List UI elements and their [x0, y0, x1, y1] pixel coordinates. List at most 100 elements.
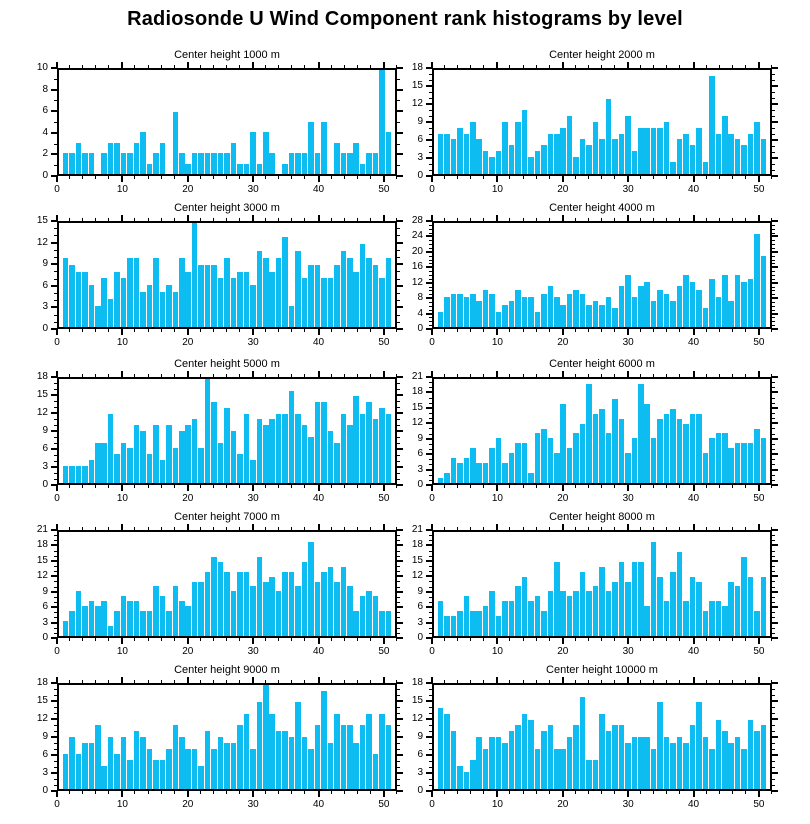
tick-mark — [252, 791, 255, 797]
y-tick-label: 18 — [36, 371, 48, 382]
tick-mark — [679, 218, 681, 221]
tick-mark — [614, 485, 616, 488]
tick-mark — [51, 718, 57, 721]
x-tick-label: 50 — [378, 337, 390, 348]
tick-mark — [291, 485, 293, 488]
histogram-bar — [250, 459, 256, 483]
tick-mark — [51, 754, 57, 757]
tick-mark — [369, 329, 371, 332]
tick-mark — [226, 680, 227, 683]
histogram-bar — [644, 606, 650, 636]
plot-area — [57, 530, 397, 638]
tick-mark — [265, 218, 267, 221]
tick-mark — [397, 718, 403, 721]
histogram-bar — [75, 465, 82, 483]
tick-mark — [731, 638, 733, 641]
histogram-bar — [101, 765, 107, 789]
tick-mark — [330, 638, 332, 641]
histogram-bar — [463, 596, 470, 636]
tick-mark — [772, 224, 775, 226]
y-tick-label: 6 — [42, 443, 48, 455]
histogram-bar — [327, 742, 334, 789]
tick-mark — [397, 430, 403, 432]
y-tick-label: 0 — [42, 170, 48, 181]
tick-mark — [54, 550, 57, 552]
tick-mark — [457, 374, 459, 377]
tick-mark — [82, 374, 84, 377]
tick-mark — [772, 240, 775, 242]
tick-mark — [212, 65, 214, 68]
tick-mark — [330, 527, 332, 530]
tick-mark — [431, 524, 433, 530]
tick-mark — [705, 329, 707, 332]
tick-mark — [771, 329, 772, 332]
tick-mark — [429, 428, 432, 430]
tick-mark — [51, 544, 57, 547]
tick-mark — [186, 791, 189, 797]
histogram-bar — [521, 576, 528, 636]
histogram-bar — [379, 278, 385, 327]
x-tick-label: 20 — [182, 493, 194, 504]
tick-mark — [278, 176, 280, 179]
tick-mark — [666, 527, 668, 530]
tick-mark — [173, 485, 175, 488]
tick-mark — [382, 677, 385, 683]
histogram-bar — [204, 153, 211, 174]
histogram-bar — [301, 425, 308, 483]
tick-mark — [51, 153, 57, 156]
tick-mark — [212, 638, 214, 641]
tick-mark — [429, 80, 432, 82]
tick-mark — [397, 257, 400, 259]
y-tick-label: 12 — [411, 713, 423, 725]
histogram-bar — [586, 304, 592, 327]
tick-mark — [561, 176, 564, 182]
tick-mark — [772, 309, 775, 311]
tick-mark — [772, 555, 775, 557]
tick-mark — [429, 278, 432, 280]
tick-mark — [718, 65, 720, 68]
histogram-bar — [515, 725, 521, 789]
histogram-bar — [592, 301, 599, 327]
tick-mark — [397, 328, 403, 330]
histogram-bar — [107, 413, 114, 483]
histogram-bar — [469, 448, 476, 483]
tick-mark — [51, 637, 57, 639]
tick-mark — [640, 527, 642, 530]
histogram-bar — [734, 139, 741, 174]
tick-mark — [56, 638, 58, 644]
tick-mark — [343, 218, 345, 221]
tick-mark — [396, 218, 397, 221]
x-tick-label: 0 — [429, 799, 435, 810]
histogram-bar — [457, 611, 463, 636]
tick-mark — [304, 485, 306, 488]
figure-title: Radiosonde U Wind Component rank histogr… — [127, 8, 683, 30]
histogram-bar — [754, 731, 760, 789]
tick-mark — [82, 527, 84, 530]
tick-mark — [396, 374, 397, 377]
tick-mark — [121, 524, 124, 530]
tick-mark — [429, 325, 432, 327]
tick-mark — [757, 638, 760, 644]
tick-mark — [54, 612, 57, 614]
tick-mark — [772, 305, 775, 307]
histogram-bar — [444, 133, 450, 174]
x-tick-label: 30 — [622, 646, 634, 657]
histogram-bar — [185, 606, 191, 636]
tick-mark — [429, 581, 432, 583]
histogram-bar — [670, 301, 676, 327]
tick-mark — [54, 555, 57, 557]
tick-mark — [108, 176, 110, 179]
histogram-bar — [631, 297, 638, 327]
tick-mark — [772, 255, 775, 257]
tick-mark — [429, 164, 432, 166]
chart-title: Center height 10000 m — [546, 664, 658, 676]
tick-mark — [69, 65, 71, 68]
histogram-bar — [469, 122, 476, 174]
histogram-bar — [450, 458, 457, 483]
histogram-bar — [172, 111, 179, 174]
tick-mark — [369, 638, 371, 641]
tick-mark — [54, 401, 57, 402]
tick-mark — [705, 527, 707, 530]
tick-mark — [772, 566, 775, 568]
tick-mark — [679, 527, 681, 530]
